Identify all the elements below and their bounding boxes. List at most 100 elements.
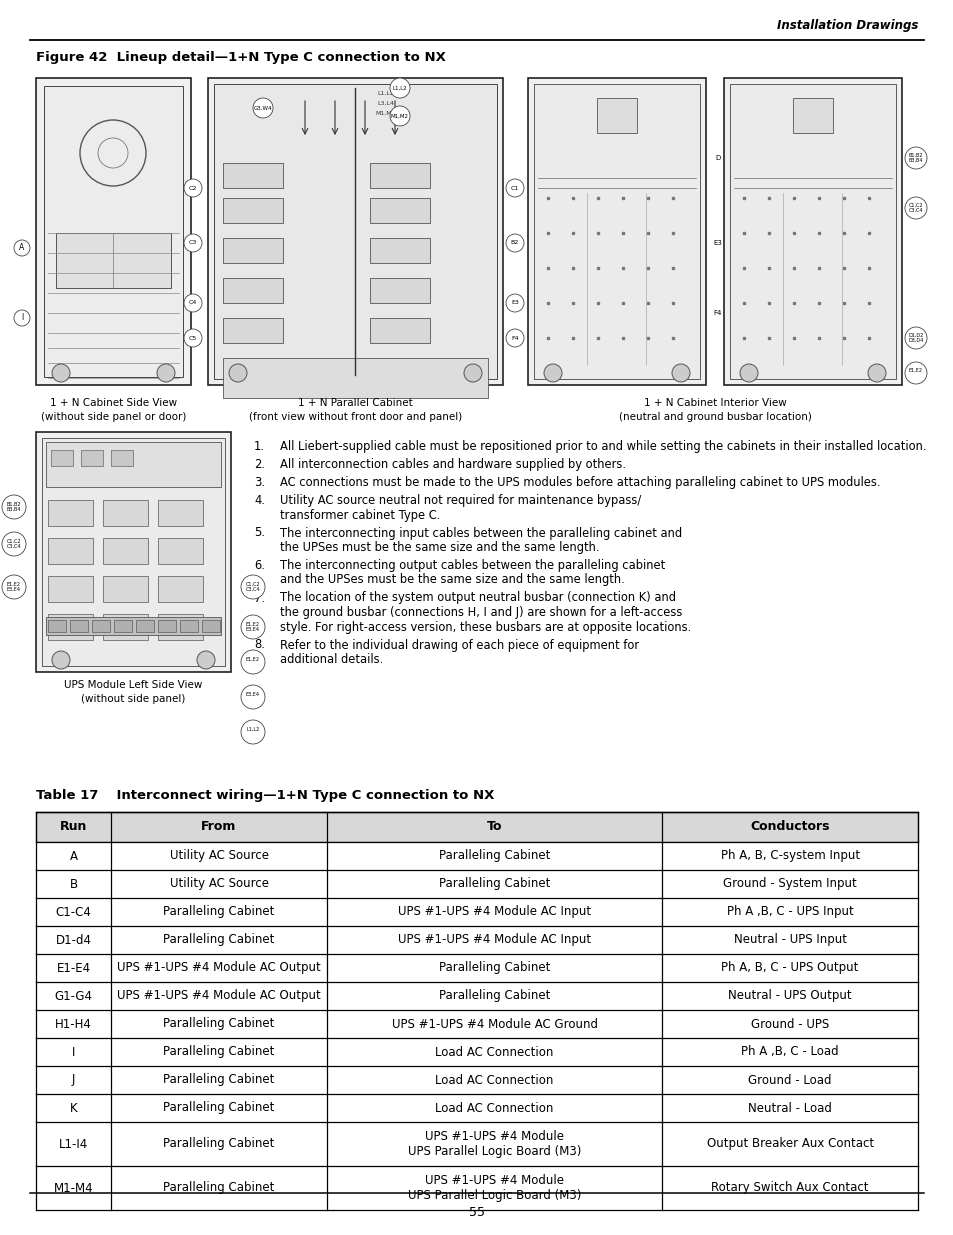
Bar (729, 84, 895, 379)
Text: B1,B2: B1,B2 (908, 153, 923, 158)
Bar (158, 538, 203, 564)
Text: Paralleling Cabinet: Paralleling Cabinet (163, 1182, 274, 1194)
Circle shape (2, 576, 26, 599)
Circle shape (184, 329, 202, 347)
Text: C2: C2 (189, 185, 197, 190)
Text: Paralleling Cabinet: Paralleling Cabinet (163, 905, 274, 919)
Text: and the UPSes must be the same size and the same length.: and the UPSes must be the same size and … (280, 573, 624, 587)
Bar (36, 1066, 917, 1094)
Circle shape (740, 364, 758, 382)
Text: additional details.: additional details. (280, 653, 383, 666)
Text: C1: C1 (511, 185, 518, 190)
Text: Paralleling Cabinet: Paralleling Cabinet (438, 850, 550, 862)
Text: Installation Drawings: Installation Drawings (776, 20, 917, 32)
Text: C1,C2: C1,C2 (246, 582, 260, 587)
Bar (36, 982, 917, 1010)
Text: (front view without front door and panel): (front view without front door and panel… (249, 412, 461, 422)
Bar (70, 620, 88, 632)
Circle shape (52, 364, 70, 382)
Text: Neutral - UPS Output: Neutral - UPS Output (727, 989, 851, 1003)
Text: L1,L2: L1,L2 (246, 727, 259, 732)
Bar (370, 317, 430, 343)
Circle shape (229, 364, 247, 382)
Text: B3,B4: B3,B4 (7, 508, 21, 513)
Circle shape (52, 651, 70, 669)
Bar (723, 78, 901, 385)
Text: UPS #1-UPS #4 Module AC Output: UPS #1-UPS #4 Module AC Output (117, 989, 320, 1003)
Text: 1 + N Parallel Cabinet: 1 + N Parallel Cabinet (297, 398, 413, 408)
Bar (36, 1037, 917, 1066)
Text: Ground - Load: Ground - Load (747, 1073, 831, 1087)
Text: Rotary Switch Aux Contact: Rotary Switch Aux Contact (711, 1182, 868, 1194)
Text: Utility AC Source: Utility AC Source (170, 878, 268, 890)
Text: B3,B4: B3,B4 (908, 158, 923, 163)
Circle shape (390, 106, 410, 126)
Text: 1 + N Cabinet Side View: 1 + N Cabinet Side View (50, 398, 177, 408)
Text: Load AC Connection: Load AC Connection (435, 1046, 554, 1058)
Text: M1,M2: M1,M2 (375, 110, 395, 116)
Text: C3: C3 (189, 241, 197, 246)
Text: J: J (71, 1073, 75, 1087)
Bar (36, 432, 231, 672)
Bar (103, 538, 148, 564)
Text: UPS #1-UPS #4 Module
UPS Parallel Logic Board (M3): UPS #1-UPS #4 Module UPS Parallel Logic … (408, 1130, 580, 1158)
Text: L1,L2: L1,L2 (393, 85, 407, 90)
Bar (81, 450, 103, 466)
Text: D1,D2: D1,D2 (907, 333, 923, 338)
Bar (48, 538, 92, 564)
Circle shape (505, 179, 523, 198)
Text: Paralleling Cabinet: Paralleling Cabinet (163, 1018, 274, 1030)
Bar (792, 98, 832, 133)
Bar (223, 198, 283, 224)
Circle shape (904, 362, 926, 384)
Text: 4.: 4. (253, 494, 265, 508)
Circle shape (904, 327, 926, 350)
Bar (223, 278, 283, 303)
Text: Load AC Connection: Load AC Connection (435, 1102, 554, 1114)
Text: From: From (201, 820, 236, 834)
Bar (48, 620, 66, 632)
Text: All interconnection cables and hardware supplied by others.: All interconnection cables and hardware … (280, 458, 625, 471)
Bar (36, 811, 917, 842)
Text: Paralleling Cabinet: Paralleling Cabinet (163, 1046, 274, 1058)
Text: L1-I4: L1-I4 (59, 1137, 88, 1151)
Circle shape (904, 198, 926, 219)
Bar (103, 576, 148, 601)
Text: 7.: 7. (253, 592, 265, 604)
Text: UPS #1-UPS #4 Module AC Input: UPS #1-UPS #4 Module AC Input (397, 905, 591, 919)
Text: Conductors: Conductors (750, 820, 829, 834)
Bar (48, 576, 92, 601)
Circle shape (14, 240, 30, 256)
Text: Utility AC Source: Utility AC Source (170, 850, 268, 862)
Bar (370, 238, 430, 263)
Bar (36, 953, 917, 982)
Circle shape (184, 233, 202, 252)
Text: The interconnecting output cables between the paralleling cabinet: The interconnecting output cables betwee… (280, 559, 664, 572)
Text: Paralleling Cabinet: Paralleling Cabinet (163, 934, 274, 946)
Text: L1,L2: L1,L2 (376, 90, 394, 95)
Bar (370, 163, 430, 188)
Bar (534, 84, 700, 379)
Text: I: I (21, 314, 23, 322)
Bar (51, 450, 73, 466)
Text: 55: 55 (469, 1207, 484, 1219)
Bar (370, 278, 430, 303)
Text: the ground busbar (connections H, I and J) are shown for a left-access: the ground busbar (connections H, I and … (280, 606, 681, 619)
Text: G1-G4: G1-G4 (54, 989, 92, 1003)
Text: UPS #1-UPS #4 Module AC Output: UPS #1-UPS #4 Module AC Output (117, 962, 320, 974)
Circle shape (241, 576, 265, 599)
Bar (527, 78, 705, 385)
Text: F4: F4 (511, 336, 518, 341)
Bar (223, 358, 488, 398)
Circle shape (505, 233, 523, 252)
Text: Ground - System Input: Ground - System Input (722, 878, 856, 890)
Text: Figure 42  Lineup detail—1+N Type C connection to NX: Figure 42 Lineup detail—1+N Type C conne… (36, 52, 445, 64)
Bar (91, 620, 110, 632)
Text: transformer cabinet Type C.: transformer cabinet Type C. (280, 509, 440, 521)
Text: E3,E4: E3,E4 (7, 587, 21, 592)
Text: B2: B2 (511, 241, 518, 246)
Text: K: K (70, 1102, 77, 1114)
Text: 8.: 8. (253, 638, 265, 652)
Bar (158, 620, 175, 632)
Bar (136, 620, 153, 632)
